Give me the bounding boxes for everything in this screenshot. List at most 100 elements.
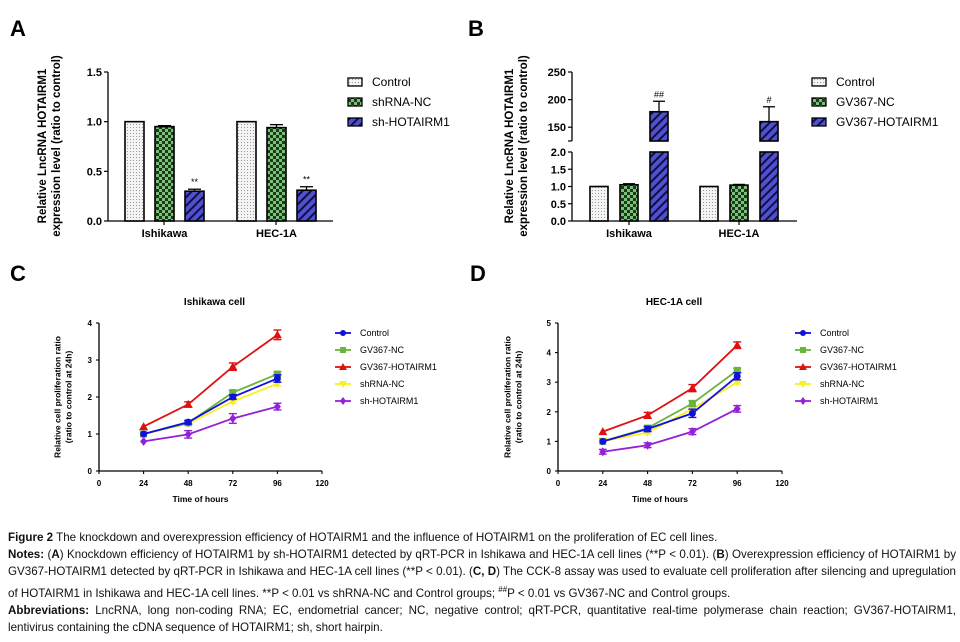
- marker-circle: [644, 425, 652, 433]
- x-tick-label: 0: [97, 479, 102, 488]
- bar-lower-segment: [649, 151, 669, 222]
- figure-caption: Figure 2 The knockdown and overexpressio…: [8, 529, 956, 636]
- significance-marker: **: [303, 175, 311, 185]
- marker-square: [229, 389, 237, 397]
- panel-letter-a: A: [10, 16, 26, 41]
- abbreviations-text: LncRNA, long non-coding RNA; EC, endomet…: [8, 603, 956, 634]
- y-tick-label: 0: [547, 467, 552, 476]
- marker-triangle: [228, 362, 238, 371]
- y-tick-label: 4: [88, 319, 93, 328]
- y-axis-label: expression level (ratio to control): [518, 55, 530, 237]
- chart-b-overexpression: 150 200 250 0.0 0.5 1.0 1.5 2.0 Relative LncRNA …: [504, 55, 939, 240]
- marker-diamond: [273, 402, 281, 412]
- bar: [124, 120, 145, 222]
- abbreviations-label: Abbreviations:: [8, 603, 90, 617]
- marker-triangle-down: [228, 397, 238, 406]
- y-axis-label: Relative cell proliferation ratio: [503, 336, 513, 458]
- legend-label: GV367-HOTAIRM1: [836, 115, 939, 129]
- series-line: [143, 373, 278, 435]
- x-tick-label: 96: [273, 479, 282, 488]
- notes-letter-a: A: [51, 548, 60, 562]
- marker-circle: [599, 437, 607, 445]
- y-tick-label: 1.0: [551, 182, 566, 194]
- series-line: [143, 377, 278, 435]
- notes-text-b: ) Overexpression efficiency of HOTAIRM1 …: [8, 548, 956, 579]
- y-tick-label: 0: [88, 467, 93, 476]
- bar: [184, 190, 205, 222]
- marker-triangle: [272, 330, 282, 339]
- x-tick-label: 120: [775, 479, 789, 488]
- x-axis-label: Time of hours: [632, 494, 688, 504]
- legend-label: GV367-NC: [836, 95, 895, 109]
- x-tick-label: 120: [315, 479, 329, 488]
- series-line: [602, 381, 738, 443]
- marker-square: [340, 347, 346, 353]
- legend-label: Control: [372, 75, 411, 89]
- bar-upper-segment: [759, 120, 779, 142]
- bar: [589, 185, 609, 222]
- y-axis-label: expression level (ratio to control): [51, 55, 63, 237]
- x-tick-label: 72: [228, 479, 237, 488]
- legend-swatch: [347, 97, 363, 107]
- marker-diamond: [229, 413, 237, 423]
- marker-circle: [733, 372, 741, 380]
- bar: [236, 120, 257, 222]
- marker-triangle-down: [732, 378, 742, 387]
- marker-diamond: [800, 397, 806, 405]
- y-tick-label: 3: [547, 378, 552, 387]
- bar: [699, 185, 719, 222]
- legend-swatch: [811, 77, 827, 87]
- marker-square: [688, 400, 696, 408]
- chart-title: Ishikawa cell: [184, 297, 245, 308]
- marker-diamond: [688, 427, 696, 437]
- marker-triangle: [339, 363, 347, 370]
- marker-triangle: [643, 410, 653, 419]
- y-tick-label: 1.5: [551, 164, 566, 176]
- y-axis-label: Relative LncRNA HOTAIRM1: [37, 68, 49, 223]
- legend-label: GV367-HOTAIRM1: [820, 362, 897, 372]
- marker-circle: [184, 418, 192, 426]
- legend-swatch: [347, 77, 363, 87]
- notes-letter-cd: C, D: [472, 565, 497, 579]
- series-line: [602, 369, 738, 443]
- marker-circle: [229, 393, 237, 401]
- marker-triangle: [183, 399, 193, 408]
- y-tick-label: 1: [547, 437, 552, 446]
- y-tick-label: 2: [547, 408, 552, 417]
- marker-circle: [340, 330, 346, 336]
- marker-diamond: [733, 404, 741, 414]
- series-line: [143, 405, 278, 443]
- y-tick-label: 250: [548, 67, 566, 79]
- bar-upper-segment: [649, 110, 669, 142]
- bar: [619, 183, 639, 222]
- marker-square: [733, 366, 741, 374]
- notes-label: Notes:: [8, 548, 45, 562]
- marker-triangle: [799, 363, 807, 370]
- y-tick-label: 0.0: [551, 216, 566, 228]
- legend-swatch: [347, 117, 363, 127]
- notes-text: (: [44, 548, 52, 562]
- series-line: [602, 375, 738, 443]
- y-axis-label: (ratio to control at 24h): [64, 351, 74, 444]
- y-tick-label: 1.0: [87, 117, 102, 129]
- caption-title: Figure 2 The knockdown and overexpressio…: [8, 529, 956, 546]
- significance-marker: ##: [654, 89, 664, 99]
- y-axis-label: (ratio to control at 24h): [514, 351, 524, 444]
- marker-triangle: [598, 427, 608, 436]
- marker-triangle: [139, 422, 149, 431]
- y-axis-label: Relative cell proliferation ratio: [53, 336, 63, 458]
- marker-triangle-down: [799, 381, 807, 388]
- marker-diamond: [140, 436, 148, 446]
- series-line: [602, 408, 738, 453]
- legend-label: sh-HOTAIRM1: [372, 115, 450, 129]
- x-tick-label: 72: [688, 479, 697, 488]
- y-tick-label: 0.5: [87, 166, 102, 178]
- chart-a-knockdown: 0.0 0.5 1.0 1.5 Relative LncRNA HOTAIRM1 expr…: [37, 55, 450, 240]
- chart-title: HEC-1A cell: [646, 297, 703, 308]
- notes-text-cd: ) The CCK-8 assay was used to evaluate c…: [8, 565, 956, 600]
- legend-label: sh-HOTAIRM1: [820, 396, 878, 406]
- bar: [729, 184, 749, 222]
- notes-hash-superscript: ##: [498, 584, 508, 594]
- x-tick-label: 0: [556, 479, 561, 488]
- legend-label: Control: [836, 75, 875, 89]
